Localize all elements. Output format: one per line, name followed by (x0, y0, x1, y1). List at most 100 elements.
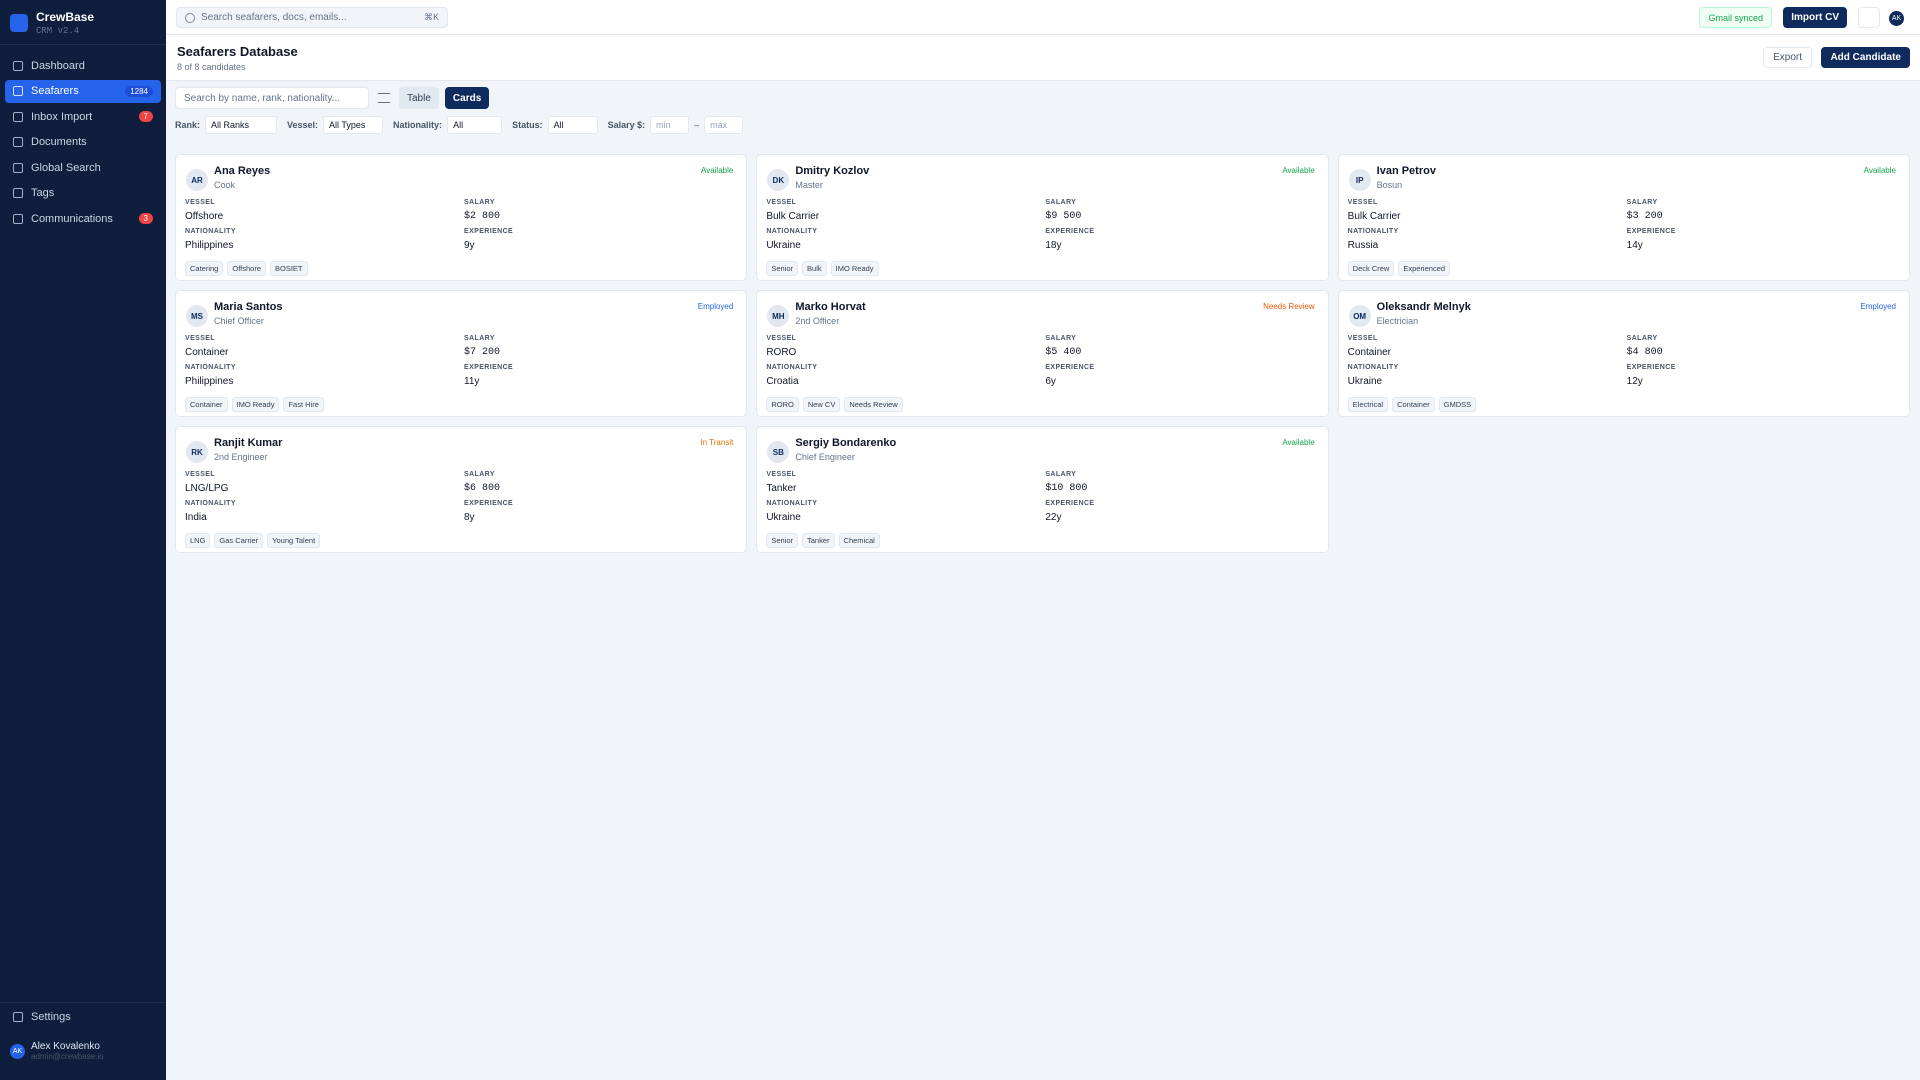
tag: IMO Ready (231, 397, 280, 412)
rank: 2nd Officer (795, 316, 840, 326)
version: CRM v2.4 (36, 26, 80, 36)
field-value: 14y (1626, 240, 1643, 251)
field-label: VESSEL (766, 471, 797, 478)
filter-icon[interactable] (378, 93, 390, 103)
seafarer-card[interactable]: MH Marko Horvat 2nd Officer Needs Review VES… (756, 290, 1329, 417)
field-value: 6y (1045, 376, 1056, 387)
field-label: VESSEL (1347, 199, 1378, 206)
nav-label: Global Search (31, 161, 101, 174)
separator: – (694, 120, 700, 130)
candidate-search[interactable]: Search by name, rank, nationality... (175, 87, 369, 109)
field-label: VESSEL (1347, 335, 1378, 342)
tag: New CV (802, 397, 841, 412)
tag: Experienced (1398, 261, 1451, 276)
user[interactable]: AK Alex Kovalenko admin@crewbase.io (10, 1041, 104, 1061)
settings-link[interactable]: Settings (13, 1011, 71, 1023)
user-email: admin@crewbase.io (31, 1052, 104, 1061)
field-value: LNG/LPG (185, 483, 229, 494)
field-value: Bulk Carrier (766, 211, 820, 222)
avatar: SB (767, 441, 790, 463)
seafarer-card[interactable]: MS Maria Santos Chief Officer Employed VESSE… (175, 290, 748, 417)
seafarer-card[interactable]: SB Sergiy Bondarenko Chief Engineer Availab… (756, 426, 1329, 553)
seafarer-card[interactable]: OM Oleksandr Melnyk Electrician Employed VES… (1337, 290, 1910, 417)
add-candidate-button[interactable]: Add Candidate (1821, 47, 1910, 68)
field-label: EXPERIENCE (1045, 364, 1095, 371)
field-value: 12y (1626, 376, 1643, 387)
page-title: Seafarers Database (177, 44, 298, 59)
vessel-select[interactable]: All Types (323, 116, 384, 134)
avatar: DK (767, 169, 790, 191)
nav-item[interactable]: Seafarers 1284 (5, 79, 161, 103)
nav-badge: 7 (138, 111, 153, 122)
field-value: Philippines (185, 240, 234, 251)
salary-min[interactable]: min (650, 116, 690, 134)
field-value: Ukraine (1347, 376, 1383, 387)
nav-label: Dashboard (31, 59, 85, 72)
salary-max[interactable]: max (704, 116, 744, 134)
export-button[interactable]: Export (1763, 47, 1812, 68)
tag: Electrical (1347, 397, 1389, 412)
nav-item[interactable]: Communications 3 (5, 207, 161, 230)
tag: Fast Hire (283, 397, 324, 412)
sidebar: CrewBase CRM v2.4 Dashboard Seafarers 1284… (0, 0, 166, 1080)
cards-grid: AR Ana Reyes Cook Available VESSEL Offshore SA… (175, 154, 1910, 553)
tag: BOSIET (270, 261, 308, 276)
cards-view-button[interactable]: Cards (444, 87, 490, 109)
page-subtitle: 8 of 8 candidates (177, 62, 246, 72)
field-label: NATIONALITY (185, 364, 236, 371)
gmail-status[interactable]: Gmail synced (1699, 7, 1772, 28)
name: Sergiy Bondarenko (795, 437, 897, 449)
status-select[interactable]: All (547, 116, 598, 134)
name: Ana Reyes (214, 165, 271, 177)
tags: Deck Crew Experienced (1347, 261, 1451, 276)
seafarer-card[interactable]: IP Ivan Petrov Bosun Available VESSEL Bulk Ca… (1337, 154, 1910, 281)
tag: Container (185, 397, 228, 412)
nav-label: Inbox Import (31, 110, 93, 123)
seafarer-card[interactable]: DK Dmitry Kozlov Master Available VESSEL Bulk… (756, 154, 1329, 281)
tags: RORO New CV Needs Review (766, 397, 903, 412)
name: Oleksandr Melnyk (1376, 301, 1471, 313)
status: Needs Review (1263, 302, 1315, 311)
field-value: Ukraine (766, 240, 801, 251)
tags: Container IMO Ready Fast Hire (185, 397, 324, 412)
rank: Chief Engineer (795, 452, 855, 462)
field-label: NATIONALITY (1347, 228, 1399, 235)
nav-item[interactable]: Inbox Import 7 (5, 105, 161, 128)
user-avatar: AK (10, 1043, 25, 1059)
filters: Rank: All Ranks Vessel: All Types Nation… (175, 116, 744, 134)
brand: CrewBase CRM v2.4 (10, 10, 94, 36)
avatar: OM (1348, 305, 1371, 327)
field-label: EXPERIENCE (1045, 500, 1095, 507)
nav-item[interactable]: Global Search (5, 156, 161, 179)
field-label: SALARY (1626, 199, 1658, 206)
nav-label: Seafarers (31, 85, 79, 97)
icon (13, 188, 23, 198)
field-value: $7 200 (464, 347, 501, 358)
nav-item[interactable]: Dashboard (5, 54, 161, 77)
settings-label: Settings (31, 1011, 71, 1023)
nav-item[interactable]: Tags (5, 182, 161, 205)
nav-item[interactable]: Documents (5, 131, 161, 154)
import-cv-button[interactable]: Import CV (1783, 7, 1847, 28)
field-value: 8y (464, 512, 475, 523)
filter-label: Vessel: (287, 120, 319, 130)
tag: Needs Review (844, 397, 903, 412)
field-value: Bulk Carrier (1347, 211, 1401, 222)
field-label: NATIONALITY (185, 228, 236, 235)
topbar: Search seafarers, docs, emails... ⌘K Gmai… (166, 0, 1920, 35)
notifications[interactable] (1858, 7, 1880, 28)
seafarer-card[interactable]: RK Ranjit Kumar 2nd Engineer In Transit VESS… (175, 426, 748, 553)
status: Available (1282, 166, 1315, 175)
tag: LNG (185, 533, 211, 548)
tags: LNG Gas Carrier Young Talent (185, 533, 321, 548)
global-search[interactable]: Search seafarers, docs, emails... ⌘K (176, 7, 448, 28)
status: Employed (697, 302, 734, 311)
tag: Senior (766, 261, 799, 276)
seafarer-card[interactable]: AR Ana Reyes Cook Available VESSEL Offshore SA… (175, 154, 748, 281)
nav-badge: 1284 (125, 85, 153, 97)
field-value: 18y (1045, 240, 1062, 251)
rank-select[interactable]: All Ranks (205, 116, 278, 134)
table-view-button[interactable]: Table (399, 87, 439, 109)
nationality-select[interactable]: All (447, 116, 503, 134)
avatar[interactable]: AK (1889, 11, 1904, 26)
